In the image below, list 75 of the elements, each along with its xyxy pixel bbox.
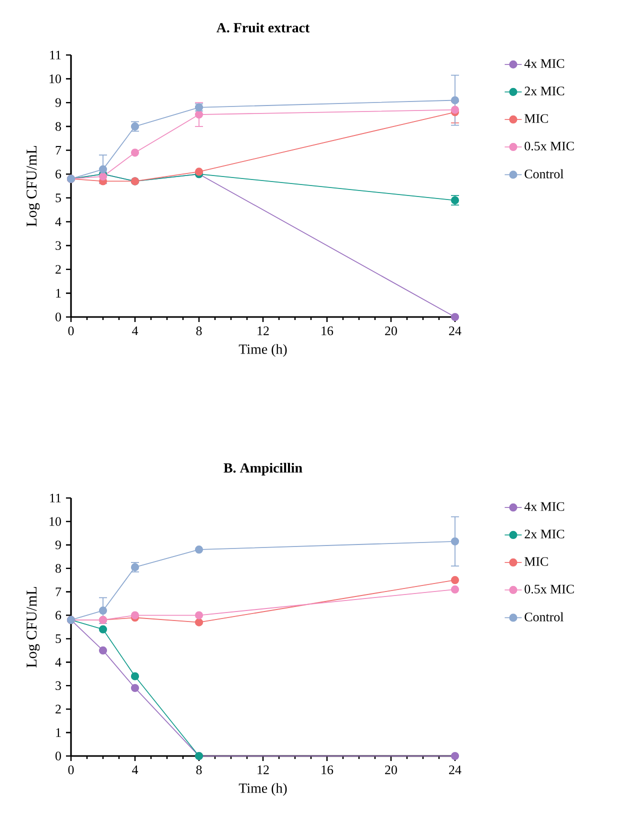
y-tick-label: 10 bbox=[50, 517, 61, 526]
point bbox=[450, 96, 460, 104]
point bbox=[194, 110, 204, 119]
y-tick-label: 6 bbox=[56, 170, 62, 178]
y-tick-label: 1 bbox=[56, 288, 61, 298]
legend-label: Control bbox=[524, 612, 564, 622]
point bbox=[194, 618, 204, 626]
point bbox=[130, 611, 140, 620]
y-tick-label: 8 bbox=[56, 564, 61, 573]
point bbox=[194, 168, 204, 176]
y-tick-label: 9 bbox=[55, 540, 61, 550]
legend-label: MIC bbox=[524, 114, 548, 123]
x-axis-title: Time (h) bbox=[238, 783, 287, 796]
y-tick-label: 3 bbox=[56, 241, 61, 250]
point bbox=[450, 312, 460, 322]
x-tick-label: 20 bbox=[385, 326, 397, 336]
y-tick-label: 3 bbox=[56, 681, 61, 690]
y-tick-label: 4 bbox=[55, 658, 62, 666]
y-tick-label: 0 bbox=[56, 752, 61, 760]
y-tick-label: 5 bbox=[56, 194, 61, 202]
x-tick-label: 16 bbox=[322, 766, 334, 774]
point bbox=[98, 165, 108, 174]
y-tick-label: 2 bbox=[56, 704, 61, 714]
point bbox=[194, 611, 204, 620]
x-tick-label: 4 bbox=[132, 766, 138, 774]
point bbox=[450, 585, 460, 594]
x-tick-label: 12 bbox=[258, 326, 269, 336]
y-tick-label: 11 bbox=[50, 494, 61, 502]
x-tick-label: 0 bbox=[68, 766, 74, 774]
legend-label: 4x MIC bbox=[524, 502, 564, 511]
x-tick-label: 16 bbox=[322, 326, 334, 336]
legend-label: 4x MIC bbox=[524, 59, 564, 68]
y-tick-label: 9 bbox=[55, 98, 61, 107]
legend-label: 0.5x MIC bbox=[524, 142, 574, 150]
x-tick-label: 24 bbox=[449, 326, 462, 336]
y-tick-label: 1 bbox=[56, 728, 61, 737]
y-tick-label: 4 bbox=[55, 217, 62, 226]
point bbox=[130, 672, 140, 680]
point bbox=[450, 576, 460, 584]
x-tick-label: 8 bbox=[196, 326, 202, 336]
legend-label: Control bbox=[524, 169, 564, 178]
legend-label: MIC bbox=[524, 557, 548, 566]
y-tick-label: 0 bbox=[56, 312, 61, 322]
point bbox=[98, 606, 108, 615]
y-tick-label: 8 bbox=[56, 122, 61, 131]
y-tick-label: 10 bbox=[50, 74, 61, 84]
legend-label: 2x MIC bbox=[524, 86, 564, 96]
y-tick-label: 2 bbox=[56, 265, 61, 274]
chart-title: A. Fruit extract bbox=[216, 22, 310, 33]
y-axis-title: Log CFU/mL bbox=[26, 146, 40, 226]
y-tick-label: 6 bbox=[56, 610, 62, 620]
point bbox=[450, 106, 460, 114]
x-axis-title: Time (h) bbox=[238, 344, 287, 357]
y-tick-label: 11 bbox=[50, 50, 61, 60]
point bbox=[130, 148, 140, 157]
x-tick-label: 24 bbox=[449, 766, 462, 774]
y-axis-title: Log CFU/mL bbox=[26, 587, 40, 668]
point bbox=[98, 646, 108, 655]
x-tick-label: 12 bbox=[258, 766, 269, 774]
point bbox=[450, 537, 460, 546]
x-tick-label: 0 bbox=[68, 326, 74, 336]
point bbox=[98, 172, 108, 181]
y-tick-label: 7 bbox=[56, 588, 62, 596]
point bbox=[450, 752, 460, 760]
point bbox=[98, 625, 108, 634]
y-tick-label: 7 bbox=[56, 146, 62, 155]
chart-title: B. Ampicillin bbox=[224, 462, 302, 476]
point bbox=[194, 546, 204, 554]
x-tick-label: 20 bbox=[385, 766, 397, 774]
legend-label: 0.5x MIC bbox=[524, 584, 574, 594]
x-tick-label: 8 bbox=[196, 766, 202, 774]
y-tick-label: 5 bbox=[56, 634, 61, 644]
legend-label: 2x MIC bbox=[524, 530, 564, 538]
point bbox=[130, 684, 140, 692]
x-tick-label: 4 bbox=[132, 326, 138, 336]
